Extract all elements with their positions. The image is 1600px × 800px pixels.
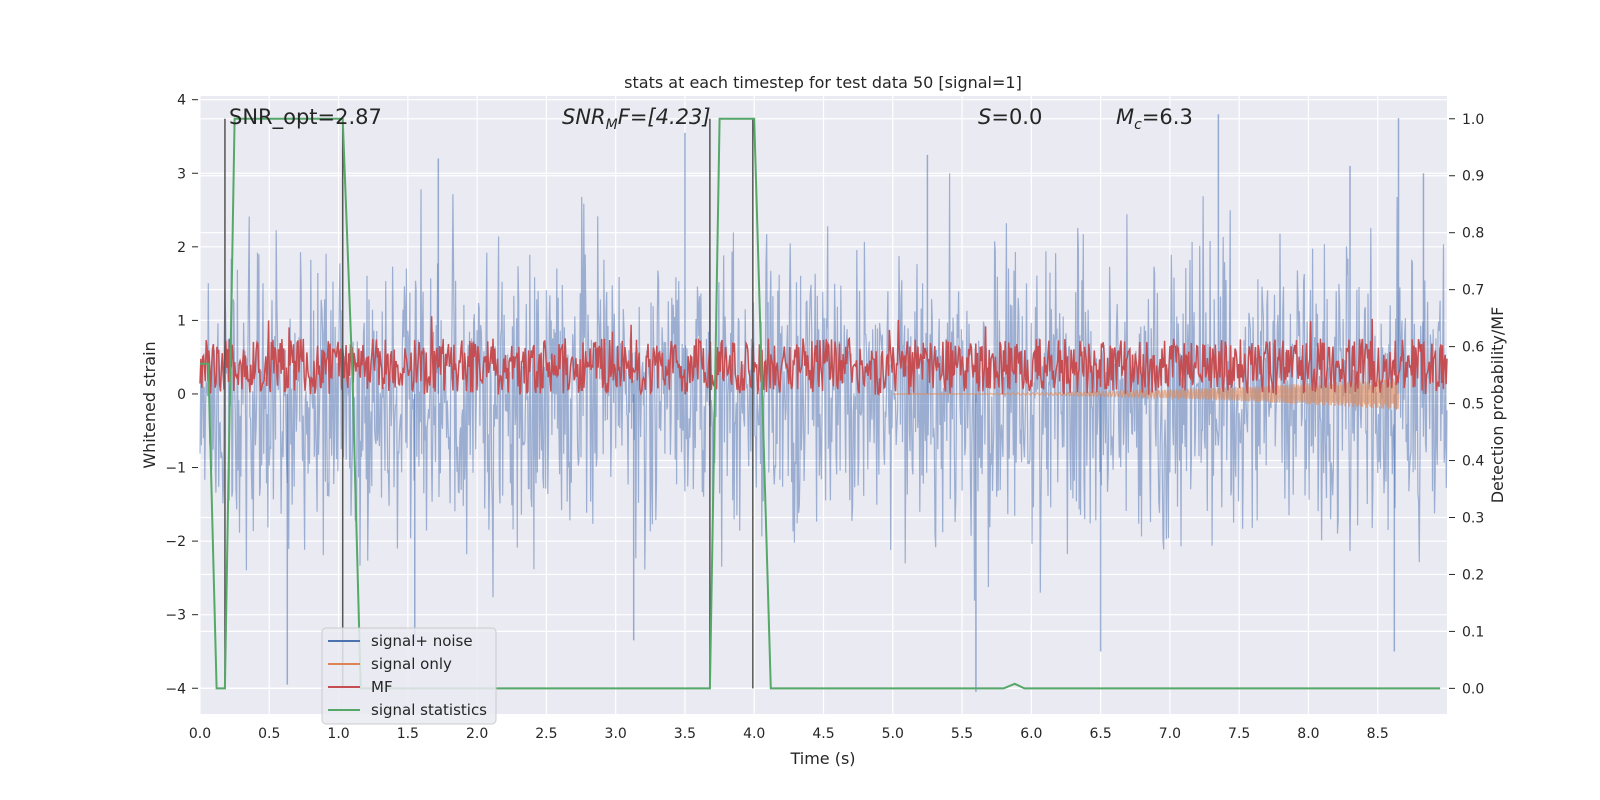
x-tick-label: 1.5 xyxy=(397,726,419,742)
y-right-tick-label: 0.1 xyxy=(1462,624,1484,640)
x-tick-label: 8.0 xyxy=(1297,726,1319,742)
y-right-tick-label: 0.7 xyxy=(1462,283,1484,299)
x-tick-label: 7.5 xyxy=(1228,726,1250,742)
x-tick-label: 2.0 xyxy=(466,726,488,742)
y-right-tick-label: 0.0 xyxy=(1462,681,1484,697)
x-tick-label: 5.0 xyxy=(882,726,904,742)
y-right-tick-label: 0.3 xyxy=(1462,510,1484,526)
annotation-snr-mf: SNRMF=[4.23] xyxy=(562,105,711,133)
x-tick-label: 3.0 xyxy=(605,726,627,742)
y-right-tick-label: 0.6 xyxy=(1462,340,1484,356)
x-axis-label: Time (s) xyxy=(789,749,855,768)
y-left-tick-label: 2 xyxy=(177,240,186,256)
y-left-tick-label: 4 xyxy=(177,93,186,109)
series-signal-only xyxy=(892,378,1400,411)
y-left-tick-label: −2 xyxy=(165,534,186,550)
y-axis-label-left: Whitened strain xyxy=(140,341,159,468)
annotation-s: S=0.0 xyxy=(978,105,1042,129)
series-signal-statistics xyxy=(200,117,1441,690)
series-signal-plus-noise xyxy=(199,114,1448,692)
x-tick-label: 4.5 xyxy=(812,726,834,742)
legend-label-signal-plus-noise: signal+ noise xyxy=(371,632,473,650)
grid-lines xyxy=(199,96,1447,714)
chart-title: stats at each timestep for test data 50 … xyxy=(624,73,1022,92)
x-tick-label: 0.0 xyxy=(189,726,211,742)
legend-box xyxy=(321,627,497,725)
x-tick-label: 8.5 xyxy=(1367,726,1389,742)
y-axis-label-right: Detection probability/MF xyxy=(1488,307,1507,504)
annotation-mc: Mc=6.3 xyxy=(1116,105,1193,133)
y-right-tick-label: 0.9 xyxy=(1462,169,1484,185)
x-tick-label: 2.5 xyxy=(535,726,557,742)
legend-label-mf: MF xyxy=(371,678,393,696)
y-right-tick-label: 0.8 xyxy=(1462,226,1484,242)
annotation-snr-opt: SNR_opt=2.87 xyxy=(229,105,382,130)
y-right-tick-label: 0.5 xyxy=(1462,397,1484,413)
y-left-tick-label: 1 xyxy=(177,313,186,329)
chirp-trace xyxy=(892,378,1400,411)
legend-label-signal-statistics: signal statistics xyxy=(371,701,487,719)
x-tick-label: 1.0 xyxy=(327,726,349,742)
x-tick-label: 5.5 xyxy=(951,726,973,742)
x-tick-label: 7.0 xyxy=(1159,726,1181,742)
y-left-tick-label: −3 xyxy=(165,608,186,624)
legend: signal+ noise signal only MF signal stat… xyxy=(321,627,497,725)
y-right-tick-label: 0.4 xyxy=(1462,454,1484,470)
y-right-tick-labels: 0.0 0.1 0.2 0.3 0.4 0.5 0.6 0.7 0.8 0.9 1.0 xyxy=(1449,112,1484,697)
mf-trace xyxy=(199,316,1448,396)
y-left-tick-label: 3 xyxy=(177,166,186,182)
x-tick-label: 6.5 xyxy=(1089,726,1111,742)
vertical-markers xyxy=(224,118,754,689)
y-left-tick-label: 0 xyxy=(177,387,186,403)
legend-label-signal-only: signal only xyxy=(371,655,452,673)
x-tick-labels: 0.0 0.5 1.0 1.5 2.0 2.5 3.0 3.5 4.0 4.5 5.0 5.5 6.0 6… xyxy=(189,726,1389,742)
y-right-tick-label: 1.0 xyxy=(1462,112,1484,128)
y-right-tick-label: 0.2 xyxy=(1462,567,1484,583)
signal-statistics-line xyxy=(200,117,1441,690)
x-tick-label: 6.0 xyxy=(1020,726,1042,742)
x-tick-label: 0.5 xyxy=(258,726,280,742)
y-left-tick-labels: −4 −3 −2 −1 0 1 2 3 4 xyxy=(165,93,198,697)
x-tick-label: 3.5 xyxy=(674,726,696,742)
series-mf xyxy=(199,316,1448,396)
y-left-tick-label: −4 xyxy=(165,681,186,697)
y-left-tick-label: −1 xyxy=(165,461,186,477)
x-tick-label: 4.0 xyxy=(743,726,765,742)
